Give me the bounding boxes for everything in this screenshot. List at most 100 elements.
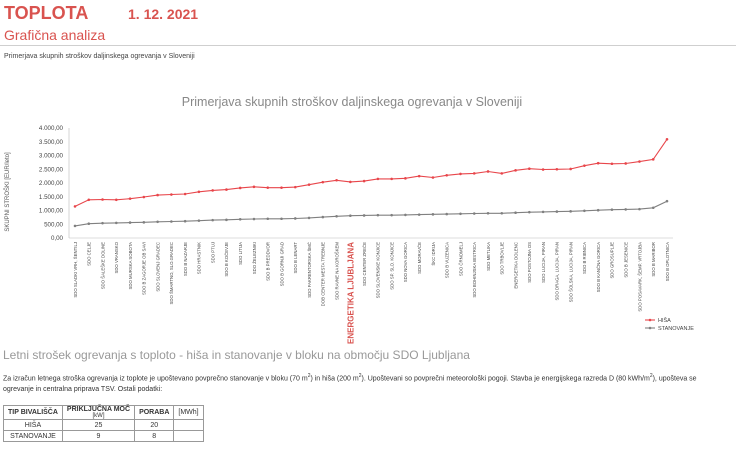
- x-tick-label: SDO ŽELEZNIKI: [252, 242, 257, 274]
- para-part-4: ), upošteva se ogrevanje in centralna pr…: [3, 375, 697, 394]
- data-point-HIŠA: [101, 198, 104, 201]
- x-tick-label: SDO SLADKI VRH, ŠENTILJ: [73, 242, 78, 298]
- y-tick-label: 2.000,00: [39, 180, 64, 187]
- y-axis-label: SKUPNI STROŠKI [EUR/leto]: [4, 152, 11, 232]
- data-point-STANOVANJE: [156, 220, 159, 224]
- data-point-STANOVANJE: [307, 216, 311, 220]
- data-point-HIŠA: [197, 190, 201, 194]
- x-tick-label: SDO B KANČNA GORICA: [596, 242, 601, 293]
- data-point-STANOVANJE: [321, 215, 325, 219]
- data-point-HIŠA: [665, 137, 669, 141]
- data-point-HIŠA: [142, 195, 146, 199]
- x-tick-label: SDO B ZAGORJE OB SAVI: [142, 242, 147, 295]
- cell-power: 9: [61, 430, 136, 442]
- data-point-STANOVANJE: [183, 219, 187, 223]
- y-tick-label: 0,00: [51, 235, 64, 242]
- col-header-unit: [MWh]: [173, 405, 204, 420]
- data-point-HIŠA: [486, 170, 490, 173]
- data-point-HIŠA: [431, 176, 435, 179]
- x-tick-label: SDO SP. SLO. KONJICE: [389, 242, 394, 290]
- data-point-STANOVANJE: [459, 212, 462, 216]
- x-tick-label: ENERGETIKA DOLENC: [513, 242, 518, 289]
- x-tick-label: SDO ŠMARTNO, SLO.GRADEC: [169, 242, 174, 304]
- data-point-HIŠA: [569, 167, 572, 171]
- x-tick-label: SDO B RIBNICA: [582, 242, 587, 274]
- data-point-HIŠA: [459, 172, 462, 176]
- sup-2: 2: [358, 373, 362, 379]
- series-line-HIŠA: [74, 138, 668, 207]
- data-point-STANOVANJE: [610, 208, 614, 211]
- data-point-STANOVANJE: [266, 217, 270, 221]
- data-point-STANOVANJE: [665, 199, 669, 203]
- cell-type: HIŠA: [3, 419, 63, 431]
- y-tick-label: 3.000,00: [39, 153, 64, 160]
- data-point-STANOVANJE: [142, 221, 146, 224]
- x-tick-label: SDO METLIKA: [486, 242, 491, 271]
- data-point-HIŠA: [472, 172, 476, 175]
- x-tick-label: SDO PTUJ: [210, 242, 215, 263]
- data-point-STANOVANJE: [651, 206, 655, 210]
- data-point-STANOVANJE: [73, 224, 77, 228]
- plot-area: 0,00 500,00 1.000,00 1.500,00 2.000,00 2.500,…: [39, 125, 694, 344]
- sup-1: 2: [307, 373, 311, 379]
- data-point-STANOVANJE: [569, 210, 572, 213]
- data-point-HIŠA: [624, 162, 627, 165]
- report-date: 1. 12. 2021: [128, 6, 199, 22]
- x-tick-label: SDO CELJE: [87, 242, 92, 266]
- x-tick-label: SDO B NAZARJE: [183, 242, 188, 276]
- x-tick-label: SDO B OPLOTNICA: [665, 242, 670, 282]
- data-point-HIŠA: [73, 205, 77, 208]
- data-point-STANOVANJE: [362, 214, 366, 217]
- x-tick-label: ENERGETIKA LJUBLJANA: [346, 242, 355, 344]
- data-point-HIŠA: [156, 193, 159, 197]
- data-point-STANOVANJE: [349, 214, 352, 218]
- data-point-STANOVANJE: [293, 217, 297, 220]
- x-tick-label: SDO B GORNJI GRAD: [279, 242, 284, 286]
- data-point-STANOVANJE: [115, 221, 118, 225]
- data-point-HIŠA: [555, 167, 559, 171]
- data-point-STANOVANJE: [596, 208, 600, 212]
- x-tick-label: SDO LUCIJA, PIRAN: [541, 242, 546, 283]
- data-point-HIŠA: [541, 168, 545, 171]
- x-tick-label: SDO GROSUPLJE: [610, 242, 615, 279]
- data-point-STANOVANJE: [252, 217, 256, 221]
- brand-title: TOPLOTA: [4, 3, 89, 23]
- legend-marker-HIŠA: [648, 318, 652, 322]
- data-point-HIŠA: [238, 186, 242, 190]
- x-tick-label: SDO B KOČEVJE: [224, 242, 229, 277]
- data-point-STANOVANJE: [624, 208, 627, 211]
- data-point-STANOVANJE: [128, 221, 132, 224]
- x-tick-label: SDO RAVNE NA KOROŠKEM: [334, 242, 339, 300]
- table-row: HIŠA 25 20: [3, 419, 204, 431]
- data-point-HIŠA: [280, 186, 283, 189]
- data-point-HIŠA: [335, 178, 338, 182]
- col-header-power-label: PRIKLJUČNA MOČ: [66, 406, 131, 413]
- data-point-HIŠA: [87, 198, 91, 202]
- x-tick-label: SDO B JESENICE: [623, 242, 628, 278]
- data-point-STANOVANJE: [638, 207, 641, 211]
- data-point-HIŠA: [528, 167, 531, 170]
- info-paragraph: Za izračun letnega stroška ogrevanja iz …: [3, 371, 729, 395]
- x-tick-label: ŠKC IDRIJA: [431, 242, 436, 266]
- data-point-HIŠA: [349, 180, 352, 184]
- x-tick-label: SDO BOHINJSKA BISTRICA: [472, 242, 477, 298]
- data-point-STANOVANJE: [211, 218, 214, 222]
- x-tick-label: SDO MURSKA SOBOTA: [128, 242, 133, 290]
- data-point-HIŠA: [293, 185, 297, 189]
- cost-comparison-chart: Primerjava skupnih stroškov daljinskega …: [4, 95, 694, 344]
- data-point-HIŠA: [128, 197, 132, 200]
- data-point-HIŠA: [610, 162, 614, 166]
- table-header-row: TIP BIVALIŠČA PRIKLJUČNA MOČ [kW] PORABA …: [3, 405, 204, 420]
- data-point-HIŠA: [500, 172, 504, 175]
- legend-label: HIŠA: [658, 317, 671, 324]
- data-point-STANOVANJE: [431, 213, 435, 216]
- col-header-type: TIP BIVALIŠČA: [3, 405, 63, 420]
- data-point-HIŠA: [514, 169, 517, 172]
- data-point-HIŠA: [307, 183, 311, 186]
- y-tick-label: 4.000,00: [39, 125, 64, 132]
- y-tick-label: 500,00: [44, 221, 63, 228]
- col-header-use: PORABA: [134, 405, 175, 420]
- y-tick-label: 3.500,00: [39, 139, 64, 146]
- x-tick-label: SDO NOVA GORICA: [403, 242, 408, 282]
- data-point-HIŠA: [651, 158, 655, 161]
